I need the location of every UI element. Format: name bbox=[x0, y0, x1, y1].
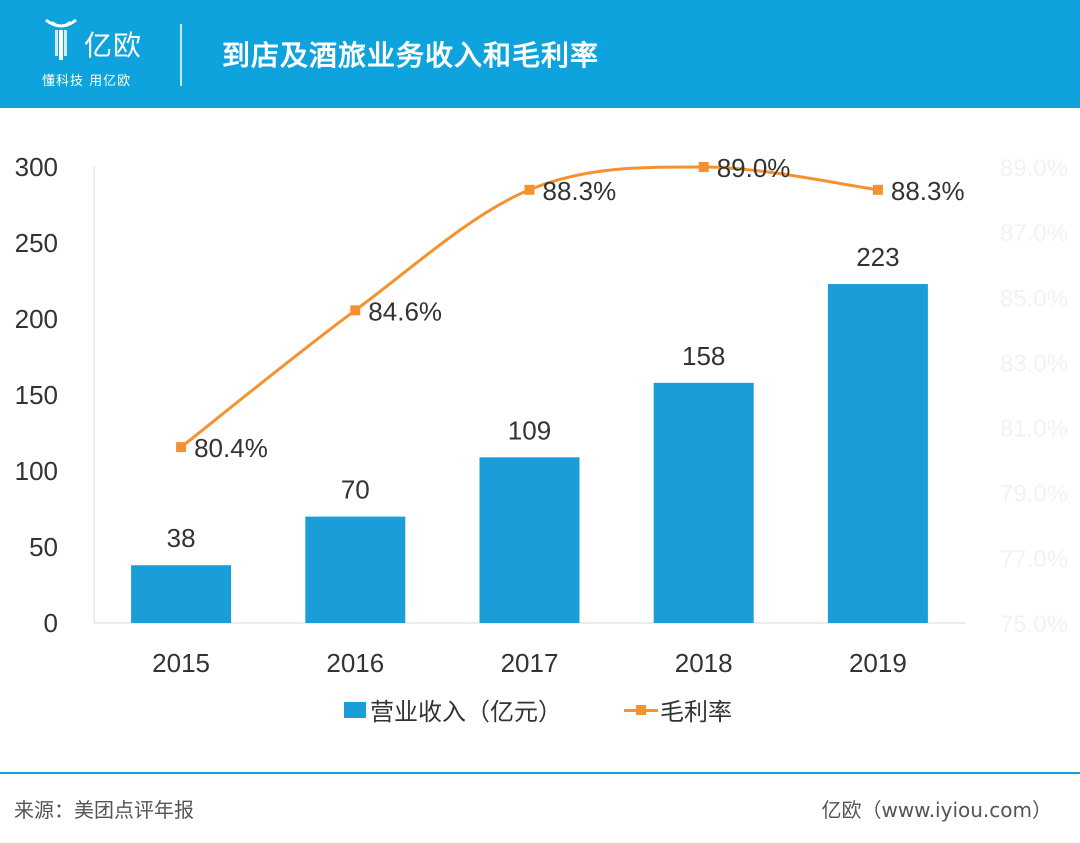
y-right-tick-label: 79.0% bbox=[1000, 481, 1068, 508]
line-data-label: 88.3% bbox=[543, 176, 617, 206]
margin-point bbox=[350, 305, 361, 316]
y-left-tick-label: 0 bbox=[44, 608, 58, 638]
x-tick-label: 2018 bbox=[675, 648, 733, 678]
legend-swatch-revenue bbox=[344, 702, 366, 718]
y-left-tick-label: 250 bbox=[15, 228, 58, 258]
margin-point bbox=[524, 184, 535, 195]
footer-rule bbox=[0, 772, 1080, 774]
site-credit: 亿欧（www.iyiou.com） bbox=[821, 798, 1052, 822]
x-tick-label: 2017 bbox=[501, 648, 559, 678]
y-left-tick-label: 100 bbox=[15, 456, 58, 486]
y-right-tick-label: 85.0% bbox=[1000, 285, 1068, 312]
bar-data-label: 223 bbox=[856, 242, 899, 272]
bar bbox=[479, 457, 580, 623]
header-divider bbox=[180, 24, 182, 86]
x-tick-label: 2016 bbox=[326, 648, 384, 678]
bar bbox=[653, 382, 754, 623]
line-data-label: 84.6% bbox=[368, 296, 442, 326]
y-right-tick-label: 87.0% bbox=[1000, 220, 1068, 247]
bar bbox=[827, 284, 928, 623]
y-right-tick-label: 83.0% bbox=[1000, 350, 1068, 377]
legend-label-margin: 毛利率 bbox=[660, 698, 732, 726]
legend-swatch-margin bbox=[624, 690, 658, 726]
x-tick-label: 2019 bbox=[849, 648, 907, 678]
margin-point bbox=[698, 162, 709, 172]
y-right-tick-label: 81.0% bbox=[1000, 416, 1068, 443]
margin-point bbox=[872, 184, 883, 195]
brand-logo-icon bbox=[45, 18, 77, 60]
x-tick-label: 2015 bbox=[152, 648, 210, 678]
source-note: 来源：美团点评年报 bbox=[14, 798, 194, 822]
bar bbox=[305, 516, 406, 623]
y-left-tick-label: 300 bbox=[15, 152, 58, 182]
header-banner: 亿欧 懂科技 用亿欧 到店及酒旅业务收入和毛利率 bbox=[0, 0, 1080, 108]
margin-point bbox=[176, 442, 187, 453]
line-data-label: 89.0% bbox=[717, 153, 791, 183]
y-right-tick-label: 75.0% bbox=[1000, 611, 1068, 638]
line-data-label: 88.3% bbox=[891, 176, 965, 206]
line-data-label: 80.4% bbox=[194, 433, 268, 463]
bar-data-label: 158 bbox=[682, 341, 725, 371]
combo-chart: 0 50 100 150 200 250 300 75.0% 77.0% 79.0% 81.0% 83… bbox=[15, 152, 1068, 678]
bar-data-label: 70 bbox=[341, 475, 370, 505]
legend-label-revenue: 营业收入（亿元） bbox=[370, 698, 562, 726]
bar-data-label: 38 bbox=[167, 523, 196, 553]
y-left-tick-label: 150 bbox=[15, 380, 58, 410]
y-right-tick-label: 77.0% bbox=[1000, 546, 1068, 573]
bar bbox=[131, 565, 232, 623]
y-left-tick-label: 50 bbox=[29, 532, 58, 562]
bar-data-label: 109 bbox=[508, 415, 551, 445]
brand-name: 亿欧 bbox=[84, 29, 143, 62]
brand-slogan: 懂科技 用亿欧 bbox=[42, 74, 132, 89]
page-title: 到店及酒旅业务收入和毛利率 bbox=[222, 39, 600, 72]
y-right-tick-label: 89.0% bbox=[1000, 155, 1068, 182]
y-left-tick-label: 200 bbox=[15, 304, 58, 334]
margin-line bbox=[180, 165, 879, 449]
